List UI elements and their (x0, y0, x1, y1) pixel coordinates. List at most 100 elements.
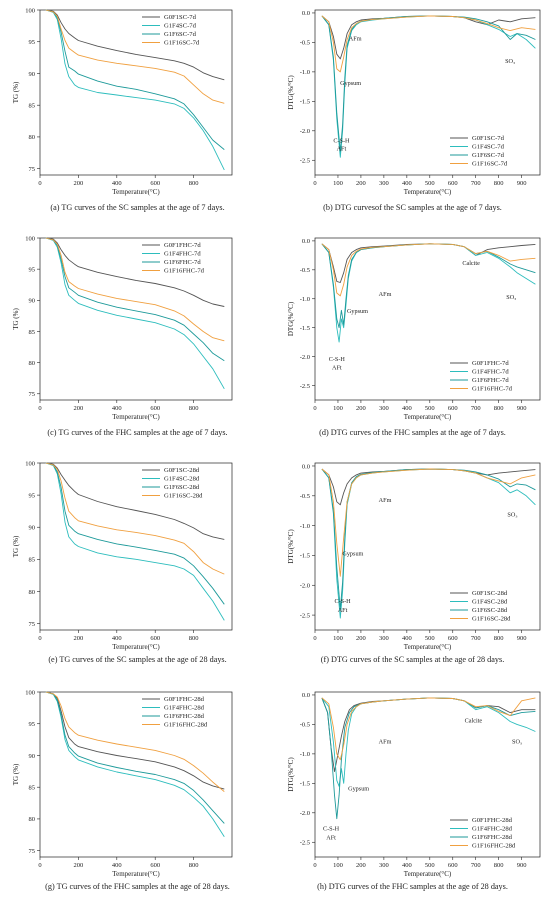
plot-frame-c (39, 237, 233, 401)
y-tick-label-c: 95 (29, 266, 36, 273)
legend-label-f-3: G1F6SC-28d (472, 607, 508, 614)
annotation-b-4: AFt (337, 145, 347, 152)
x-tick-label-e: 600 (150, 635, 160, 642)
series-line-f-4 (321, 468, 536, 577)
panel-f: 0 100 200 300 400 500 600 700 800 900 0.0 -0.5 -1.0 -… (287, 462, 541, 651)
x-tick-label-f: 200 (356, 635, 366, 642)
legend-label-h-2: G1F4FHC-28d (472, 826, 513, 833)
panel-a: 0 200 400 600 800 75 80 85 90 95 100 Temperature(°C… (12, 7, 233, 196)
series-line-c-1 (45, 237, 225, 307)
series-line-g-3 (45, 691, 225, 824)
y-tick-label-e: 90 (29, 525, 36, 532)
series-line-b-4 (321, 15, 536, 73)
x-tick-label-d: 200 (356, 405, 366, 412)
annotation-f-3: C-S-H (334, 598, 351, 605)
panel-e: 0 200 400 600 800 75 80 85 90 95 100 Temperature(°C… (12, 460, 233, 651)
caption-c: (c) TG curves of the FHC samples at the … (47, 428, 228, 437)
legend-label-d-3: G1F6FHC-7d (472, 377, 509, 384)
legend-label-c-2: G1F4FHC-7d (164, 251, 201, 258)
y-axis-label-b: DTG(%/°C) (287, 75, 295, 110)
x-tick-label-f: 500 (425, 635, 435, 642)
x-tick-label-c: 800 (189, 405, 199, 412)
y-tick-label-d: -0.5 (300, 267, 310, 274)
caption-d: (d) DTG curves of the FHC samples at the… (319, 428, 506, 437)
x-tick-label-b: 0 (313, 180, 316, 187)
legend-label-a-2: G1F4SC-7d (164, 23, 197, 30)
series-line-e-4 (45, 462, 225, 575)
x-axis-label-d: Temperature(°C) (404, 413, 452, 421)
y-axis-label-e: TG (%) (12, 535, 20, 557)
x-tick-label-d: 900 (517, 405, 527, 412)
x-tick-label-b: 500 (425, 180, 435, 187)
x-tick-label-f: 700 (471, 635, 481, 642)
y-tick-label-a: 100 (25, 7, 35, 14)
legend-label-h-4: G1F16FHC-28d (472, 843, 516, 850)
y-tick-label-a: 85 (29, 102, 36, 109)
x-tick-label-d: 300 (379, 405, 389, 412)
legend-label-b-4: G1F16SC-7d (472, 161, 508, 168)
y-tick-label-c: 90 (29, 298, 36, 305)
series-line-d-2 (321, 243, 536, 343)
y-tick-label-b: -1.5 (300, 99, 310, 106)
series-line-a-2 (45, 9, 225, 171)
x-tick-label-g: 0 (38, 862, 41, 869)
series-line-a-1 (45, 9, 225, 81)
y-tick-label-a: 95 (29, 39, 36, 46)
x-tick-label-h: 600 (448, 862, 458, 869)
series-line-a-4 (45, 9, 225, 104)
y-axis-label-h: DTG(%/°C) (287, 757, 295, 792)
annotation-h-4: C-S-H (323, 825, 340, 832)
x-tick-label-c: 0 (38, 405, 41, 412)
y-axis-label-f: DTG(%/°C) (287, 529, 295, 564)
annotation-f-5: SO₃ (507, 512, 517, 519)
annotation-f-4: AFt (338, 607, 348, 614)
x-tick-label-e: 800 (189, 635, 199, 642)
legend-label-f-4: G1F16SC-28d (472, 616, 511, 623)
y-tick-label-f: 0.0 (302, 463, 310, 470)
y-tick-label-g: 95 (29, 721, 36, 728)
plot-frame-h (314, 691, 541, 858)
x-tick-label-b: 300 (379, 180, 389, 187)
legend-label-c-1: G0F1FHC-7d (164, 242, 201, 249)
y-tick-label-g: 90 (29, 753, 36, 760)
series-line-f-3 (321, 468, 536, 610)
x-tick-label-f: 400 (402, 635, 412, 642)
legend-label-b-2: G1F4SC-7d (472, 144, 505, 151)
legend-label-b-1: G0F1SC-7d (472, 135, 505, 142)
x-tick-label-g: 600 (150, 862, 160, 869)
x-tick-label-b: 800 (494, 180, 504, 187)
y-tick-label-d: -2.5 (300, 383, 310, 390)
y-tick-label-a: 90 (29, 71, 36, 78)
series-line-d-4 (321, 243, 536, 297)
x-axis-label-b: Temperature(°C) (404, 188, 452, 196)
annotation-h-1: AFm (379, 738, 392, 745)
x-tick-label-f: 0 (313, 635, 316, 642)
legend-label-h-1: G0F1FHC-28d (472, 817, 513, 824)
x-axis-label-e: Temperature(°C) (112, 643, 160, 651)
series-line-h-4 (321, 697, 536, 761)
x-tick-label-g: 800 (189, 862, 199, 869)
y-tick-label-h: -1.0 (300, 751, 310, 758)
y-axis-label-a: TG (%) (12, 81, 20, 103)
x-tick-label-d: 400 (402, 405, 412, 412)
x-tick-label-h: 800 (494, 862, 504, 869)
x-tick-label-b: 200 (356, 180, 366, 187)
x-tick-label-f: 300 (379, 635, 389, 642)
x-tick-label-h: 300 (379, 862, 389, 869)
y-tick-label-c: 80 (29, 360, 36, 367)
plot-frame-a (39, 9, 233, 176)
series-line-e-2 (45, 462, 225, 621)
legend-label-e-1: G0F1SC-28d (164, 467, 200, 474)
x-tick-label-b: 400 (402, 180, 412, 187)
annotation-h-3: Calcite (465, 718, 483, 725)
x-tick-label-a: 0 (38, 180, 41, 187)
legend-label-g-4: G1F16FHC-28d (164, 722, 208, 729)
annotation-f-1: AFm (379, 497, 392, 504)
y-tick-label-d: -2.0 (300, 354, 310, 361)
caption-a: (a) TG curves of the SC samples at the a… (50, 203, 225, 212)
x-axis-label-a: Temperature(°C) (112, 188, 160, 196)
plot-frame-e (39, 462, 233, 631)
y-tick-label-h: -0.5 (300, 722, 310, 729)
x-tick-label-d: 500 (425, 405, 435, 412)
